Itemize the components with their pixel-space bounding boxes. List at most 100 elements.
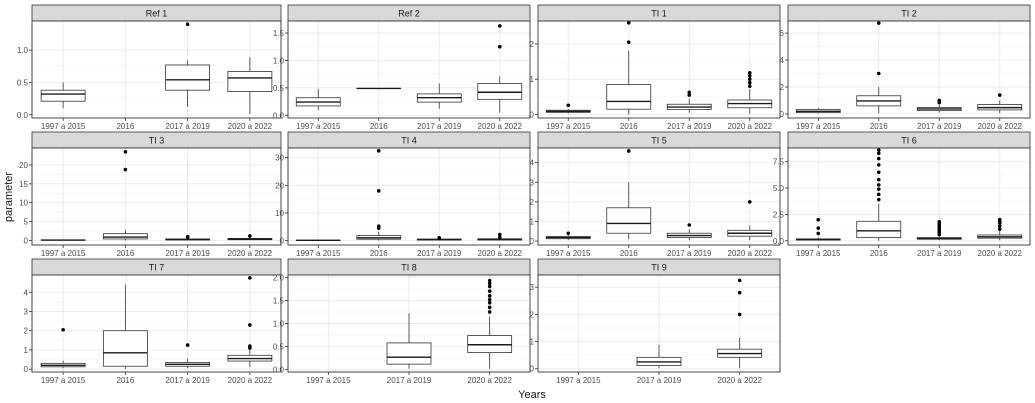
y-tick-label: 4: [780, 56, 785, 65]
y-tick-label: 0.0: [773, 237, 785, 246]
y-tick-label: 15: [19, 180, 28, 189]
facet-panels: Ref 1 0.0 0.5 1.0 1997 a 2015 2016 2017 a 2019…: [17, 4, 1031, 385]
panel-border: [31, 274, 282, 373]
x-tick-label: 1997 a 2015: [546, 122, 591, 131]
x-tick-label: 2017 a 2019: [917, 122, 962, 131]
y-tick-label: 0: [24, 365, 29, 374]
box-iqr: [227, 71, 273, 92]
x-tick-label: 2020 a 2022: [478, 249, 523, 258]
panel-border: [31, 147, 282, 246]
outlier-point: [185, 22, 190, 27]
panel-border: [537, 20, 781, 119]
panel-border: [787, 20, 1031, 119]
outlier-point: [566, 231, 571, 236]
facet-title: TI 5: [651, 136, 667, 146]
outlier-point: [248, 323, 252, 327]
y-tick-label: 1.0: [273, 320, 285, 329]
x-tick-label: 2016: [116, 249, 134, 258]
boxplot: [467, 278, 513, 369]
y-tick-label: 0.5: [17, 78, 29, 87]
x-tick-label: 2017 a 2019: [417, 122, 462, 131]
x-tick-label: 2016: [620, 249, 638, 258]
outlier-point: [997, 224, 1002, 228]
boxplot: [295, 239, 341, 242]
x-tick-label: 2017 a 2019: [667, 249, 712, 258]
boxplot: [165, 234, 211, 241]
boxplot: [606, 149, 652, 240]
facet-panel: Ref 2 0.0 0.5 1.0 1.5 1997 a 2015 2016 2017 a 2…: [273, 4, 531, 131]
boxplot: [856, 21, 902, 114]
y-tick-label: 2: [24, 327, 29, 336]
outlier-point: [687, 90, 692, 95]
outlier-point: [747, 77, 752, 81]
x-tick-label: 2020 a 2022: [478, 122, 523, 131]
x-tick-label: 2020 a 2022: [228, 249, 273, 258]
boxplot: [102, 149, 148, 241]
y-tick-label: 0.5: [273, 343, 285, 352]
y-tick-label: 1: [530, 217, 535, 226]
boxplot: [545, 231, 591, 241]
y-tick-label: 1.0: [17, 46, 29, 55]
x-tick-label: 2017 a 2019: [165, 249, 210, 258]
outlier-point: [747, 73, 752, 78]
outlier-point: [487, 310, 492, 314]
y-tick-label: 5.0: [773, 184, 785, 193]
boxplot: [717, 278, 763, 369]
boxplot: [165, 343, 211, 369]
boxplot: [977, 93, 1023, 114]
boxplot: [666, 223, 712, 241]
boxplot: [386, 313, 432, 369]
outlier-point: [816, 226, 821, 230]
boxplot: [40, 82, 86, 109]
y-tick-label: 10: [275, 209, 284, 218]
x-tick-label: 1997 a 2015: [306, 376, 351, 385]
boxplot: [165, 22, 211, 108]
facet-panel: TI 8 0.0 0.5 1.0 1.5 2.0 1997 a 2015 2017 a 201…: [273, 258, 531, 385]
boxplot: [916, 98, 962, 113]
boxplot: [977, 217, 1023, 241]
outlier-point: [487, 278, 492, 283]
y-tick-label: 2.0: [273, 273, 285, 282]
y-tick-label: 10: [19, 199, 28, 208]
outlier-point: [876, 156, 881, 161]
x-axis-label: Years: [518, 389, 546, 401]
facet-panel: Ref 1 0.0 0.5 1.0 1997 a 2015 2016 2017 a 2019…: [17, 4, 282, 131]
outlier-point: [61, 327, 65, 332]
x-tick-label: 2017 a 2019: [165, 122, 210, 131]
facet-panel: TI 6 0.0 2.5 5.0 7.5 1997 a 2015 2016 2017 a 20…: [773, 131, 1031, 258]
panel-border: [787, 147, 1031, 246]
y-tick-label: 1: [530, 75, 535, 84]
x-tick-label: 1997 a 2015: [296, 122, 341, 131]
boxplot: [227, 234, 273, 241]
y-tick-label: 0.5: [273, 84, 285, 93]
box-iqr: [165, 64, 211, 91]
outlier-point: [876, 71, 881, 76]
outlier-point: [876, 183, 881, 187]
x-tick-label: 1997 a 2015: [796, 249, 841, 258]
boxplot: [416, 83, 462, 109]
boxplot: [416, 236, 462, 241]
x-tick-label: 2017 a 2019: [417, 249, 462, 258]
y-tick-label: 0.0: [17, 111, 29, 120]
outlier-point: [185, 343, 190, 347]
outlier-point: [376, 189, 381, 193]
outlier-point: [123, 149, 128, 154]
y-tick-label: 4: [24, 288, 29, 297]
x-tick-label: 1997 a 2015: [41, 122, 86, 131]
outlier-point: [816, 217, 821, 222]
outlier-point: [497, 24, 502, 28]
outlier-point: [687, 223, 692, 227]
y-tick-label: 5: [24, 218, 29, 227]
outlier-point: [737, 290, 742, 295]
outlier-point: [626, 149, 631, 153]
y-tick-label: 2: [530, 310, 535, 319]
x-tick-label: 2016: [870, 249, 888, 258]
box-iqr: [856, 220, 902, 239]
panel-border: [287, 274, 531, 373]
box-iqr: [102, 330, 148, 367]
facet-title: Ref 1: [146, 9, 168, 19]
outlier-point: [876, 21, 881, 25]
facet-panel: TI 1 0 1 2 1997 a 2015 2016 2017 a 2019 2020 a …: [530, 4, 781, 131]
box-iqr: [606, 84, 652, 110]
boxplot: [727, 71, 773, 114]
